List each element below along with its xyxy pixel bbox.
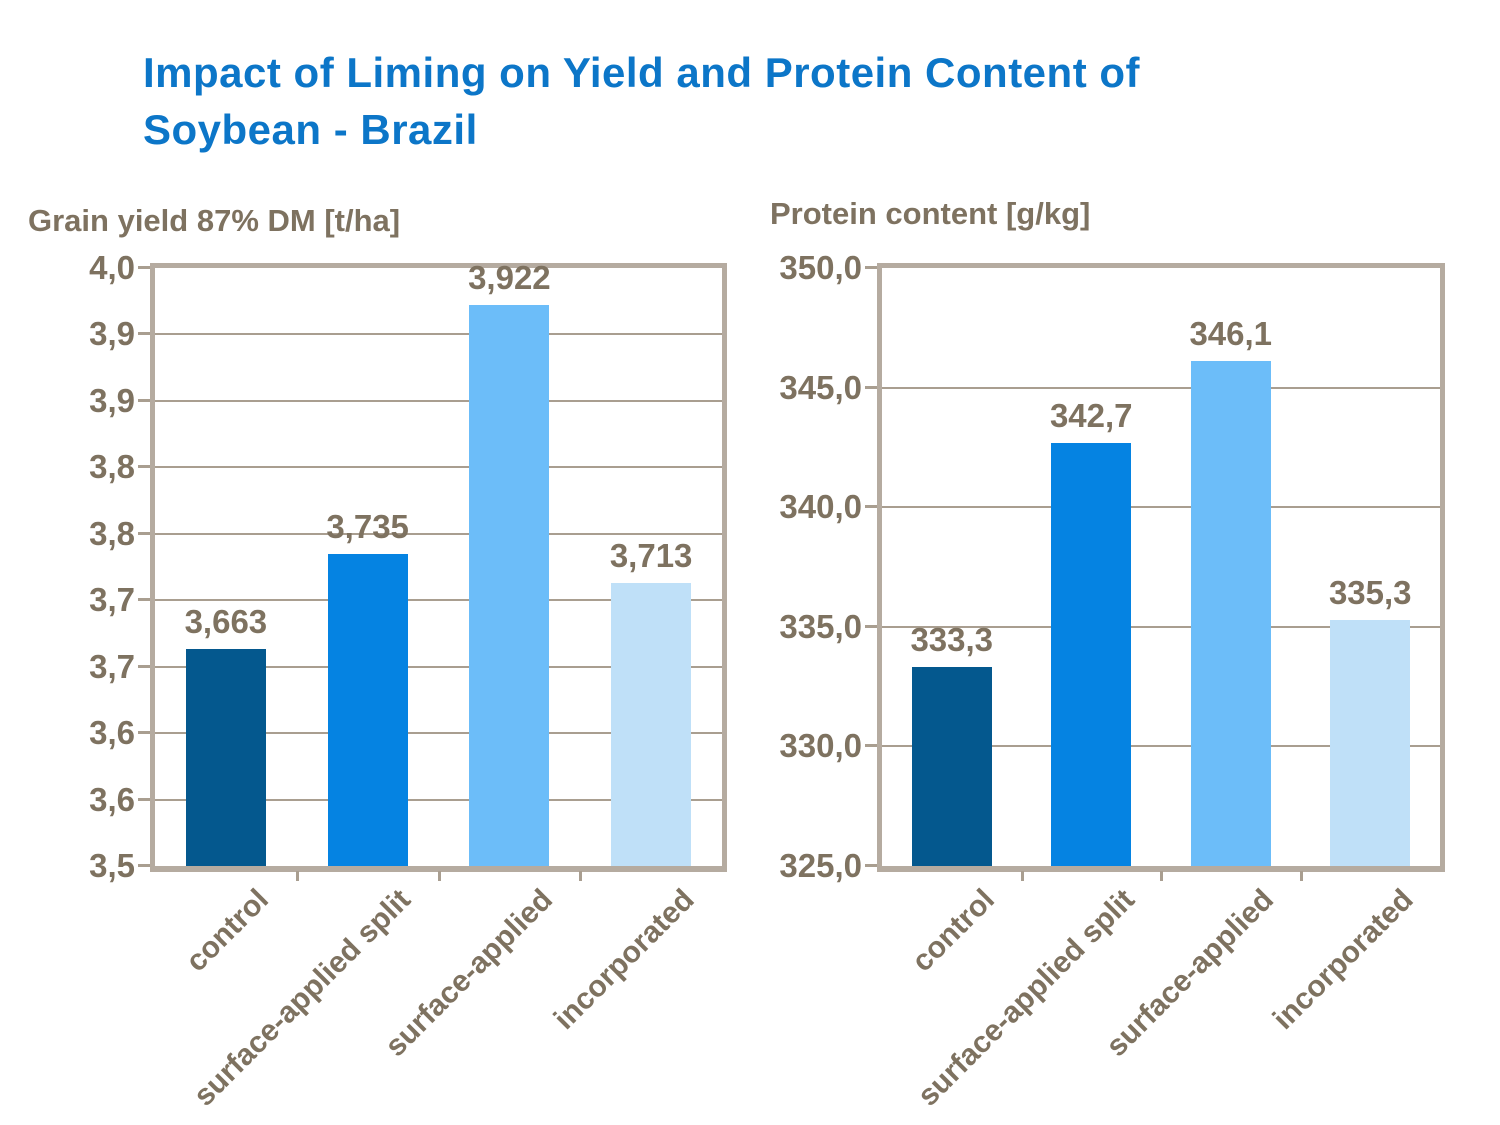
y-axis-tick-label: 350,0 <box>779 249 862 286</box>
bar-value-label: 3,735 <box>326 508 409 545</box>
gridline <box>155 732 722 735</box>
x-axis-category-label: control <box>179 883 276 979</box>
x-axis-category-label: surface-applied split <box>910 883 1141 1113</box>
bar-value-label: 3,663 <box>184 603 268 640</box>
y-axis-tick-mark <box>865 744 877 748</box>
gridline <box>882 506 1440 509</box>
y-axis-tick-mark <box>865 505 877 509</box>
y-axis-tick-mark <box>138 465 150 469</box>
y-axis-tick-mark <box>865 266 877 269</box>
y-axis-tick-label: 3,7 <box>89 581 135 619</box>
x-axis-category-label: surface-applied <box>378 883 559 1064</box>
x-axis-category-label: surface-applied split <box>187 883 417 1113</box>
y-axis-tick-label: 3,6 <box>89 714 135 752</box>
bar-value-label: 3,922 <box>468 259 551 296</box>
x-axis-tick-mark <box>437 871 441 881</box>
bar-value-label: 342,7 <box>1049 397 1133 434</box>
y-axis-tick-mark <box>865 864 877 867</box>
bar-surface-applied <box>469 305 550 866</box>
gridline <box>155 798 722 801</box>
bar-control <box>911 667 992 866</box>
gridline <box>155 532 722 535</box>
bar-surface-applied-split <box>327 554 408 866</box>
y-axis-tick-label: 3,8 <box>89 514 135 552</box>
bar-incorporated <box>1330 620 1411 866</box>
y-axis-tick-mark <box>865 624 877 628</box>
y-axis-tick-label: 3,6 <box>89 780 135 818</box>
gridline <box>155 665 722 668</box>
y-axis-tick-mark <box>138 797 150 801</box>
x-axis-tick-mark <box>1299 871 1303 881</box>
x-axis-tick-mark <box>1160 871 1163 881</box>
x-axis-tick-mark <box>1020 871 1024 881</box>
y-axis-tick-label: 325,0 <box>779 847 862 884</box>
gridline <box>882 386 1440 389</box>
bar-control <box>185 649 266 866</box>
y-axis-tick-label: 335,0 <box>779 607 862 645</box>
y-axis-tick-mark <box>138 332 150 336</box>
x-axis-category-label: surface-applied <box>1099 883 1281 1064</box>
bar-value-label: 335,3 <box>1328 574 1412 611</box>
protein-content-axis-title: Protein content [g/kg] <box>770 196 1091 231</box>
gridline <box>882 745 1440 748</box>
bar-surface-applied-split <box>1051 443 1132 866</box>
y-axis-tick-label: 4,0 <box>89 249 135 286</box>
y-axis-tick-label: 3,8 <box>89 448 135 486</box>
gridline <box>155 333 722 336</box>
y-axis-tick-mark <box>138 664 150 668</box>
x-axis-tick-mark <box>295 871 299 881</box>
page-title-line-1: Impact of Liming on Yield and Protein Co… <box>143 49 1140 96</box>
grain-yield-plot-area <box>150 263 727 872</box>
protein-content-plot-area <box>877 263 1445 872</box>
gridline <box>155 399 722 402</box>
x-axis-tick-mark <box>579 871 583 881</box>
y-axis-tick-label: 3,9 <box>89 315 135 353</box>
bar-value-label: 3,713 <box>609 537 693 574</box>
x-axis-category-label: incorporated <box>547 883 701 1036</box>
gridline <box>882 625 1440 628</box>
bar-value-label: 333,3 <box>910 621 994 658</box>
y-axis-tick-label: 340,0 <box>779 488 862 526</box>
gridline <box>155 599 722 602</box>
y-axis-tick-label: 330,0 <box>779 727 862 765</box>
y-axis-tick-label: 3,7 <box>89 647 135 685</box>
y-axis-tick-mark <box>138 266 150 269</box>
bar-incorporated <box>611 583 692 866</box>
bar-value-label: 346,1 <box>1189 315 1273 352</box>
y-axis-tick-label: 3,5 <box>89 847 135 884</box>
x-axis-category-label: incorporated <box>1266 883 1420 1036</box>
gridline <box>155 466 722 469</box>
y-axis-tick-mark <box>865 385 877 389</box>
y-axis-tick-mark <box>138 598 150 602</box>
y-axis-tick-label: 345,0 <box>779 368 862 406</box>
y-axis-tick-label: 3,9 <box>89 381 135 419</box>
y-axis-tick-mark <box>138 731 150 735</box>
x-axis-category-label: control <box>905 883 1002 979</box>
y-axis-tick-mark <box>138 864 150 867</box>
grain-yield-axis-title: Grain yield 87% DM [t/ha] <box>28 203 401 238</box>
bar-surface-applied <box>1190 361 1271 866</box>
y-axis-tick-mark <box>138 531 150 535</box>
y-axis-tick-mark <box>138 398 150 402</box>
page-title: Impact of Liming on Yield and Protein Co… <box>143 44 1373 158</box>
page-title-line-2: Soybean - Brazil <box>143 106 478 153</box>
